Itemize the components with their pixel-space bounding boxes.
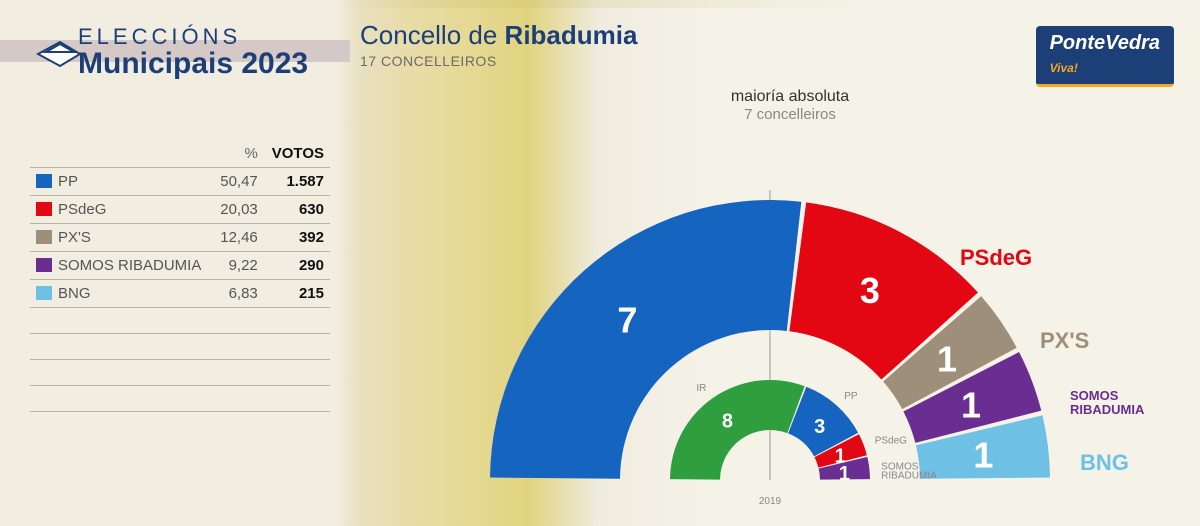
majority-label: maioría absoluta bbox=[400, 88, 1180, 106]
seat-count: 1 bbox=[973, 435, 993, 476]
party-label-old: PP bbox=[844, 391, 858, 402]
table-row: BNG6,83215 bbox=[30, 280, 330, 308]
seat-count: 1 bbox=[937, 338, 957, 379]
seat-count: 1 bbox=[839, 463, 850, 485]
party-swatch bbox=[36, 202, 52, 216]
seat-count: 8 bbox=[722, 411, 733, 433]
party-label-old: PSdeG bbox=[875, 435, 907, 446]
seat-count: 7 bbox=[617, 300, 637, 341]
table-row: PSdeG20,03630 bbox=[30, 196, 330, 224]
party-swatch bbox=[36, 230, 52, 244]
header: ELECCIÓNS Municipais 2023 Concello de Ri… bbox=[0, 0, 1200, 88]
results-table: % VOTOS PP50,471.587PSdeG20,03630PX'S12,… bbox=[30, 140, 330, 412]
arc-ir bbox=[670, 380, 805, 480]
old-year: 2019 bbox=[759, 496, 782, 507]
title-prefix: Concello de bbox=[360, 20, 505, 50]
election-brand: ELECCIÓNS Municipais 2023 bbox=[18, 22, 308, 82]
party-label: RIBADUMIA bbox=[1070, 402, 1145, 417]
seat-count: 3 bbox=[860, 270, 880, 311]
party-label-old: RIBADUMIA bbox=[881, 470, 937, 481]
table-row: PX'S12,46392 bbox=[30, 224, 330, 252]
party-label: PX'S bbox=[1040, 328, 1089, 353]
party-swatch bbox=[36, 286, 52, 300]
pontevedra-viva-logo: PonteVedra Viva! bbox=[1036, 26, 1174, 87]
table-row-blank bbox=[30, 308, 330, 334]
party-label: BNG bbox=[1080, 450, 1129, 475]
arc-pp bbox=[490, 200, 801, 479]
col-votes: VOTOS bbox=[264, 140, 330, 168]
table-row-blank bbox=[30, 386, 330, 412]
seats-chart: maioría absoluta 7 concelleiros 7PP3PSde… bbox=[400, 100, 1180, 520]
table-row-blank bbox=[30, 334, 330, 360]
brand-line1: ELECCIÓNS bbox=[78, 25, 308, 48]
party-label-old: IR bbox=[696, 383, 706, 394]
party-label: PSdeG bbox=[960, 245, 1032, 270]
table-row-blank bbox=[30, 360, 330, 386]
title-subtitle: 17 CONCELLEIROS bbox=[360, 53, 637, 69]
ballot-icon bbox=[36, 36, 82, 70]
title-municipality: Ribadumia bbox=[505, 20, 638, 50]
party-swatch bbox=[36, 258, 52, 272]
seat-count: 1 bbox=[961, 384, 981, 425]
seat-count: 3 bbox=[814, 416, 825, 438]
party-label: PP bbox=[580, 270, 609, 295]
seats-arc-svg: 7PP3PSdeG1PX'S1SOMOSRIBADUMIA1BNG8IR3PP1… bbox=[400, 100, 1180, 520]
party-label: SOMOS bbox=[1070, 388, 1119, 403]
majority-sub: 7 concelleiros bbox=[400, 106, 1180, 123]
page-title: Concello de Ribadumia 17 CONCELLEIROS bbox=[360, 20, 637, 69]
col-pct: % bbox=[213, 140, 264, 168]
table-row: SOMOS RIBADUMIA9,22290 bbox=[30, 252, 330, 280]
party-swatch bbox=[36, 174, 52, 188]
table-row: PP50,471.587 bbox=[30, 168, 330, 196]
brand-line2: Municipais 2023 bbox=[78, 48, 308, 80]
